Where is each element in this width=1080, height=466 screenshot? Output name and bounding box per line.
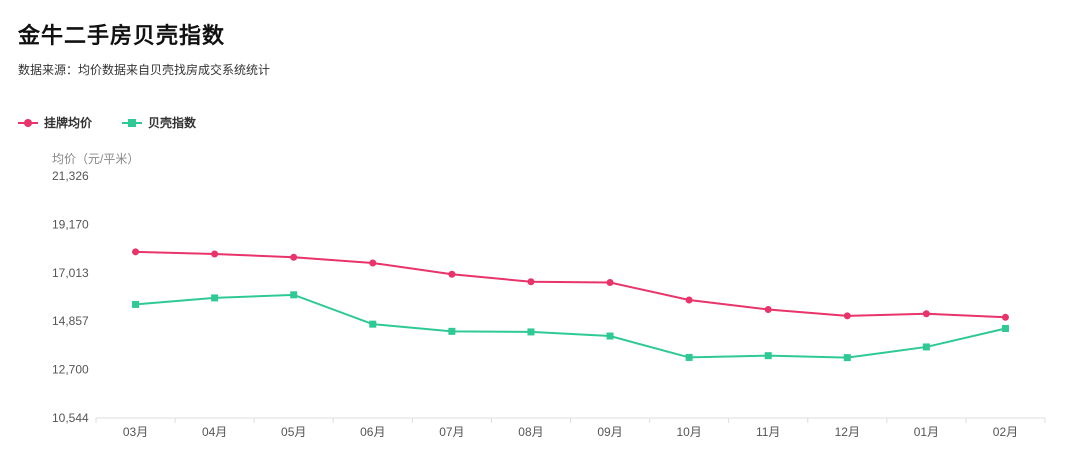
- data-point-index: [527, 328, 535, 336]
- legend-square-marker-icon: [122, 118, 143, 128]
- data-point-index: [211, 294, 219, 302]
- data-point-index: [132, 300, 140, 308]
- y-tick-label: 10,544: [52, 411, 89, 425]
- data-point-index: [843, 354, 851, 362]
- data-point-index: [290, 291, 298, 299]
- data-point-price: [369, 259, 377, 267]
- x-tick-label: 04月: [202, 425, 227, 439]
- x-tick-label: 09月: [597, 425, 622, 439]
- chart-subtitle: 数据来源：均价数据来自贝壳找房成交系统统计: [18, 63, 271, 77]
- legend-item-price[interactable]: 挂牌均价: [18, 114, 92, 131]
- data-point-index: [448, 327, 456, 335]
- x-tick-label: 02月: [993, 425, 1018, 439]
- data-point-price: [1001, 313, 1009, 321]
- data-point-index: [606, 332, 614, 340]
- data-point-index: [369, 320, 377, 328]
- data-point-price: [764, 306, 772, 314]
- data-point-index: [922, 343, 930, 351]
- data-point-price: [448, 270, 456, 278]
- data-point-price: [132, 248, 140, 256]
- data-point-price: [211, 250, 219, 258]
- x-tick-label: 06月: [360, 425, 385, 439]
- data-point-index: [685, 353, 693, 361]
- data-point-price: [606, 278, 614, 286]
- series-line-index: [135, 293, 1006, 359]
- x-tick-label: 10月: [676, 425, 701, 439]
- data-point-price: [922, 310, 930, 318]
- x-tick-label: 08月: [518, 425, 543, 439]
- y-tick-label: 17,013: [52, 266, 89, 280]
- legend-circle-marker-icon: [18, 118, 38, 128]
- legend-item-index[interactable]: 贝壳指数: [122, 114, 196, 131]
- legend-label-index: 贝壳指数: [148, 116, 197, 130]
- data-point-index: [1001, 324, 1009, 332]
- x-tick-label: 01月: [914, 425, 939, 439]
- chart-title: 金牛二手房贝壳指数: [18, 23, 226, 48]
- y-axis-label: 均价（元/平米）: [52, 152, 140, 166]
- y-tick-label: 21,326: [52, 169, 89, 183]
- x-tick-label: 03月: [123, 425, 148, 439]
- x-tick-label: 12月: [835, 425, 860, 439]
- data-point-price: [685, 296, 693, 304]
- series-line-price: [135, 250, 1006, 319]
- data-point-index: [764, 352, 772, 360]
- data-point-price: [843, 312, 851, 320]
- y-tick-label: 14,857: [52, 314, 89, 328]
- y-tick-label: 19,170: [52, 217, 89, 231]
- data-point-price: [527, 278, 535, 286]
- y-tick-label: 12,700: [52, 363, 89, 377]
- legend: 挂牌均价 贝壳指数: [18, 114, 196, 131]
- x-tick-label: 11月: [756, 425, 780, 439]
- x-tick-label: 05月: [281, 425, 306, 439]
- legend-label-price: 挂牌均价: [44, 116, 93, 130]
- data-point-price: [290, 253, 298, 261]
- x-tick-label: 07月: [439, 425, 464, 439]
